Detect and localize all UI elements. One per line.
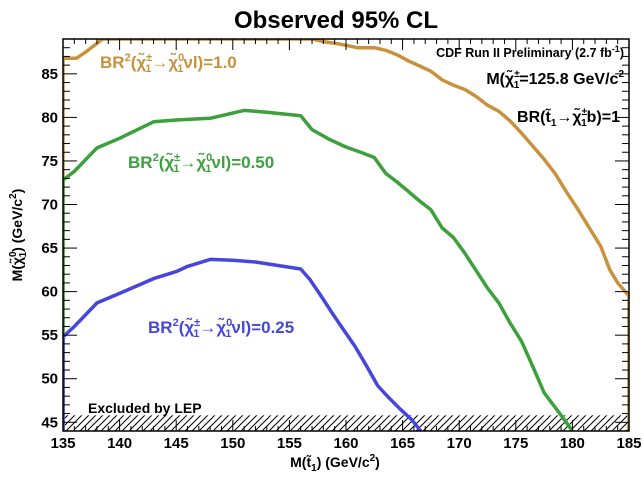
x-tick-label: 165 <box>390 435 415 452</box>
y-tick-label: 70 <box>41 197 58 214</box>
curve-label-br-0.25: BR2(χ̃± 1→χ̃0 1νl)=0.25 <box>148 317 294 340</box>
y-tick-label: 85 <box>41 66 58 83</box>
x-tick-label: 160 <box>333 435 358 452</box>
x-tick-label: 155 <box>277 435 302 452</box>
x-axis-label: M(t̃1) (GeV/c2) <box>290 453 380 474</box>
y-tick-label: 55 <box>41 327 58 344</box>
curve-label-br-0.50: BR2(χ̃± 1→χ̃0 1νl)=0.50 <box>128 152 274 175</box>
x-tick-label: 185 <box>616 435 641 452</box>
lep-excluded-label: Excluded by LEP <box>88 400 202 416</box>
x-tick-label: 150 <box>220 435 245 452</box>
experiment-annotation: CDF Run II Preliminary (2.7 fb-1) <box>436 44 624 60</box>
x-tick-label: 140 <box>107 435 132 452</box>
branching-ratio-annotation: BR(t̃1→χ̃± 1b)=1 <box>517 106 620 129</box>
chargino-mass-annotation: M(χ̃± 1=125.8 GeV/c2 <box>486 68 624 91</box>
y-tick-label: 45 <box>41 414 58 431</box>
y-axis-label: M(χ̃01) (GeV/c2) <box>8 189 29 282</box>
x-tick-label: 180 <box>560 435 585 452</box>
exclusion-curve-0 <box>63 39 629 431</box>
exclusion-curve-1 <box>63 108 574 431</box>
x-tick-label: 145 <box>164 435 189 452</box>
exclusion-curve-2 <box>63 257 423 431</box>
x-tick-label: 175 <box>503 435 528 452</box>
y-tick-label: 50 <box>41 371 58 388</box>
x-tick-label: 135 <box>50 435 75 452</box>
chart-title: Observed 95% CL <box>234 7 438 34</box>
y-tick-label: 75 <box>41 153 58 170</box>
plot-frame <box>62 38 630 432</box>
y-tick-label: 80 <box>41 109 58 126</box>
y-tick-label: 60 <box>41 284 58 301</box>
y-tick-label: 65 <box>41 240 58 257</box>
x-tick-label: 170 <box>447 435 472 452</box>
curve-label-br-1.0: BR2(χ̃± 1→χ̃0 1νl)=1.0 <box>100 52 237 75</box>
